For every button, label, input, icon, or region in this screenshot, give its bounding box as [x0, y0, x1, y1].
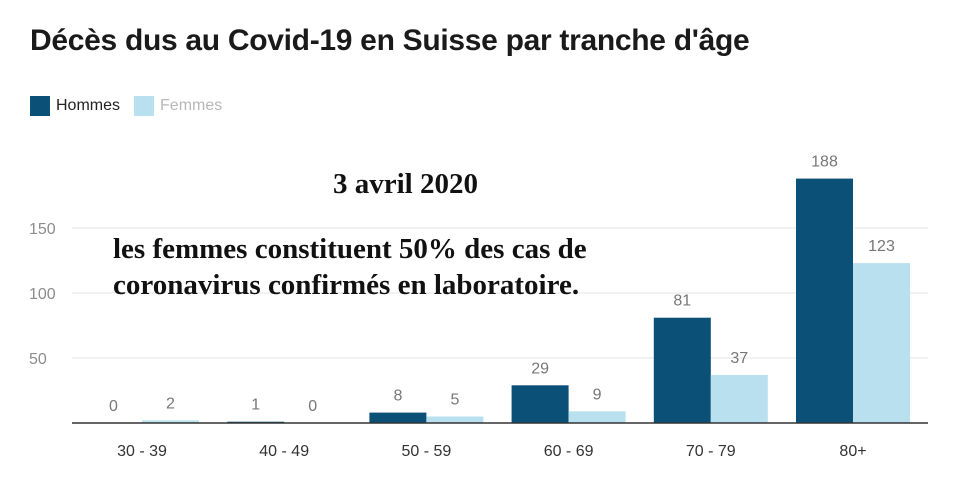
- x-tick-label: 40 - 49: [259, 443, 309, 460]
- annotation-text: les femmes constituent 50% des cas de co…: [113, 231, 693, 303]
- bar-hommes[interactable]: [796, 178, 853, 423]
- bar-femmes[interactable]: [426, 416, 484, 424]
- bar-femmes[interactable]: [710, 374, 768, 423]
- data-label: 8: [393, 388, 402, 405]
- x-tick-label: 60 - 69: [544, 443, 594, 460]
- legend-swatch-hommes: [30, 96, 50, 116]
- legend-swatch-femmes: [134, 96, 155, 116]
- data-label: 37: [730, 350, 748, 367]
- legend-label-femmes: Femmes: [160, 97, 223, 114]
- annotation-line-1: les femmes constituent 50% des cas de: [113, 233, 587, 265]
- chart-title: Décès dus au Covid-19 en Suisse par tran…: [30, 24, 750, 57]
- annotation-line-2: coronavirus confirmés en laboratoire.: [113, 269, 580, 301]
- bar-hommes[interactable]: [369, 412, 427, 423]
- legend: Hommes Femmes: [30, 96, 236, 116]
- y-tick-label: 150: [29, 221, 56, 238]
- bar-hommes[interactable]: [511, 385, 569, 423]
- data-label: 0: [109, 398, 118, 415]
- y-tick-label: 100: [29, 286, 56, 303]
- data-label: 81: [673, 293, 691, 310]
- data-label: 188: [811, 154, 838, 171]
- annotation-date: 3 avril 2020: [333, 168, 478, 200]
- data-label: 0: [308, 398, 317, 415]
- x-tick-label: 70 - 79: [686, 443, 736, 460]
- data-label: 123: [868, 238, 895, 255]
- legend-item-hommes[interactable]: Hommes: [30, 96, 120, 116]
- data-label: 1: [251, 397, 260, 414]
- legend-item-femmes[interactable]: Femmes: [134, 96, 222, 116]
- y-tick-label: 50: [29, 351, 47, 368]
- data-label: 2: [166, 395, 175, 412]
- x-tick-label: 30 - 39: [117, 443, 167, 460]
- bar-femmes[interactable]: [568, 411, 626, 423]
- bar-hommes[interactable]: [653, 317, 711, 423]
- data-label: 5: [450, 392, 459, 409]
- legend-label-hommes: Hommes: [56, 97, 121, 114]
- bar-femmes[interactable]: [853, 263, 910, 423]
- x-tick-label: 80+: [839, 443, 866, 460]
- data-label: 29: [531, 360, 549, 377]
- bar-femmes[interactable]: [142, 420, 199, 423]
- x-tick-label: 50 - 59: [401, 443, 451, 460]
- data-label: 9: [593, 386, 602, 403]
